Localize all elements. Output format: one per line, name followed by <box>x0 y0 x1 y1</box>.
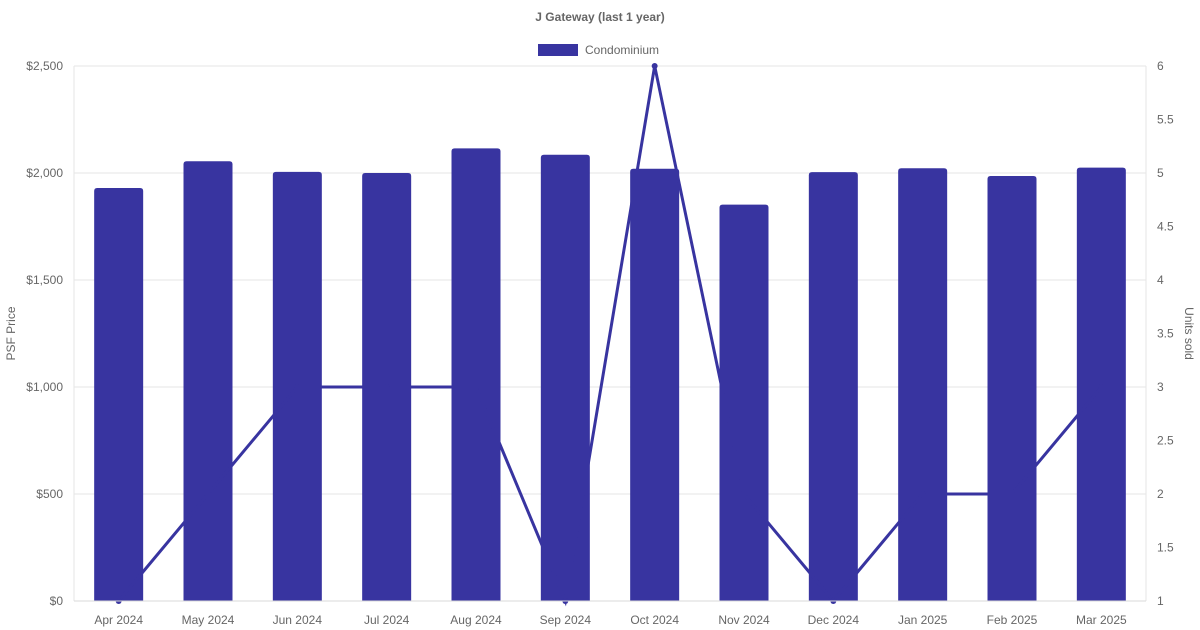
line-point-units-sold[interactable] <box>741 491 747 497</box>
right-axis-ticks: 1 1.5 2 2.5 3 3.5 4 4.5 5 5.5 6 <box>1157 59 1174 608</box>
y-left-tick-label: $1,000 <box>26 380 63 394</box>
bar-condominium[interactable] <box>94 187 144 602</box>
y-right-tick-label: 2 <box>1157 487 1164 501</box>
x-axis-ticks: Apr 2024 May 2024 Jun 2024 Jul 2024 Aug 2024… <box>94 613 1127 627</box>
x-tick-label: Jul 2024 <box>364 613 410 627</box>
y-left-tick-label: $2,500 <box>26 59 63 73</box>
y-axis-left-title: PSF Price <box>4 306 18 360</box>
line-point-units-sold[interactable] <box>473 384 479 390</box>
y-right-tick-label: 3 <box>1157 380 1164 394</box>
y-left-tick-label: $0 <box>50 594 64 608</box>
x-tick-label: Sep 2024 <box>540 613 592 627</box>
line-point-units-sold[interactable] <box>1098 384 1105 390</box>
line-series-units-sold <box>115 63 1105 607</box>
line-point-units-sold[interactable] <box>383 384 390 390</box>
chart-title: J Gateway (last 1 year) <box>535 10 664 24</box>
x-tick-label: Jan 2025 <box>898 613 948 627</box>
axes: $0 $500 $1,000 $1,500 $2,000 $2,500 1 1.5 2 2.5 3… <box>26 59 1174 627</box>
y-left-tick-label: $2,000 <box>26 166 63 180</box>
bar-condominium[interactable] <box>451 148 501 601</box>
x-tick-label: Oct 2024 <box>630 613 679 627</box>
line-units-sold <box>117 65 1103 607</box>
legend-swatch-condominium[interactable] <box>538 44 578 56</box>
x-tick-label: Jun 2024 <box>273 613 323 627</box>
y-right-tick-label: 6 <box>1157 59 1164 73</box>
line-point-units-sold[interactable] <box>294 384 301 390</box>
y-left-tick-label: $500 <box>36 487 63 501</box>
y-axis-right-title: Units sold <box>1182 307 1196 360</box>
line-point-units-sold[interactable] <box>919 491 926 497</box>
x-tick-label: Mar 2025 <box>1076 613 1127 627</box>
y-right-tick-label: 3.5 <box>1157 327 1174 341</box>
bar-condominium[interactable] <box>719 204 769 601</box>
y-right-tick-label: 4.5 <box>1157 220 1174 234</box>
bar-condominium[interactable] <box>630 168 680 601</box>
left-axis-ticks: $0 $500 $1,000 $1,500 $2,000 $2,500 <box>26 59 63 608</box>
bar-condominium[interactable] <box>987 175 1037 601</box>
y-right-tick-label: 2.5 <box>1157 434 1174 448</box>
y-right-tick-label: 1 <box>1157 594 1164 608</box>
legend[interactable]: Condominium <box>538 43 659 57</box>
legend-label-condominium[interactable]: Condominium <box>585 43 659 57</box>
line-point-units-sold[interactable] <box>651 63 658 69</box>
x-tick-label: Aug 2024 <box>450 613 502 627</box>
y-right-tick-label: 5 <box>1157 166 1164 180</box>
bar-condominium[interactable] <box>808 172 858 602</box>
bar-condominium[interactable] <box>898 168 948 602</box>
line-point-units-sold[interactable] <box>205 491 211 497</box>
y-right-tick-label: 4 <box>1157 273 1164 287</box>
y-left-tick-label: $1,500 <box>26 273 63 287</box>
x-tick-label: Feb 2025 <box>987 613 1038 627</box>
line-point-units-sold[interactable] <box>1009 491 1015 497</box>
x-tick-label: May 2024 <box>182 613 235 627</box>
x-tick-label: Apr 2024 <box>94 613 143 627</box>
bar-condominium[interactable] <box>540 154 590 601</box>
y-right-tick-label: 1.5 <box>1157 541 1174 555</box>
bar-series-condominium <box>94 148 1126 602</box>
x-tick-label: Dec 2024 <box>808 613 860 627</box>
y-right-tick-label: 5.5 <box>1157 113 1174 127</box>
bar-condominium[interactable] <box>183 161 233 602</box>
x-tick-label: Nov 2024 <box>718 613 770 627</box>
